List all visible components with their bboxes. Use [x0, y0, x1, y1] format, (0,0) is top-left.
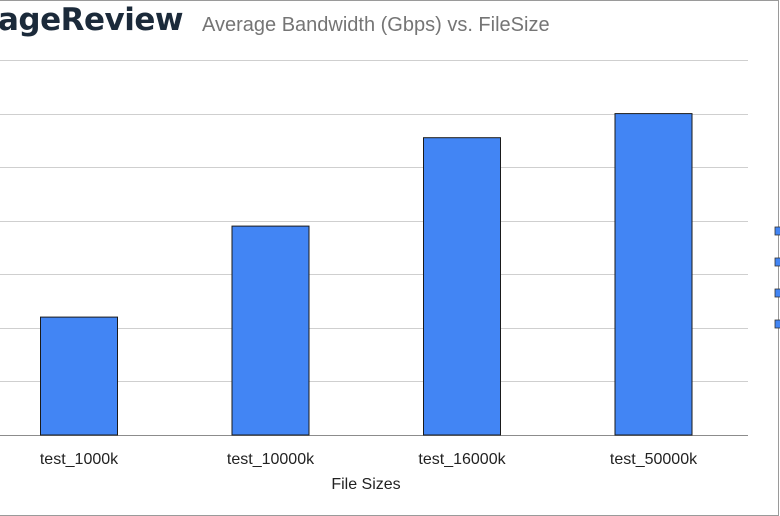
x-tick-label: test_10000k	[227, 451, 315, 468]
legend-swatch	[774, 288, 780, 298]
x-tick-labels: test_1000k test_10000k test_16000k test_500…	[40, 451, 698, 468]
legend-swatch	[774, 226, 780, 236]
legend-swatch	[774, 319, 780, 329]
bar-series	[40, 113, 693, 436]
x-axis-label: File Sizes	[331, 476, 400, 493]
brand-logo: ageReview	[0, 2, 184, 38]
bar-test_1000k	[40, 316, 118, 436]
bar-test_50000k	[614, 113, 693, 436]
legend	[774, 226, 780, 329]
legend-swatch	[774, 257, 780, 267]
chart-title: Average Bandwidth (Gbps) vs. FileSize	[202, 14, 550, 36]
bar-test_16000k	[423, 137, 501, 436]
x-tick-label: test_1000k	[40, 451, 119, 468]
x-tick-label: test_16000k	[418, 451, 506, 468]
bar-test_10000k	[231, 225, 310, 436]
x-tick-label: test_50000k	[610, 451, 698, 468]
